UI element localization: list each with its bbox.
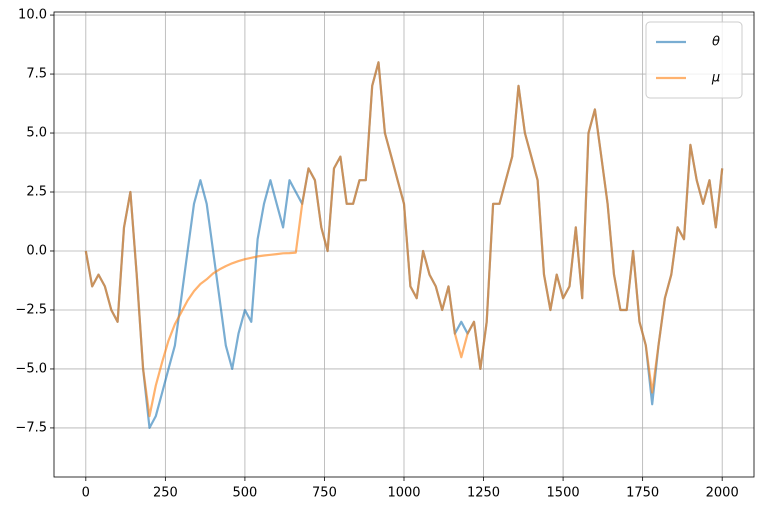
x-tick-label: 1500 [547, 486, 580, 501]
legend-label: μ [711, 71, 720, 86]
y-tick-label: 7.5 [26, 67, 47, 82]
y-tick-label: −5.0 [15, 361, 47, 376]
y-tick-label: 0.0 [26, 243, 47, 258]
y-tick-label: 5.0 [26, 126, 47, 141]
x-tick-label: 0 [82, 486, 90, 501]
legend-label: θ [712, 35, 720, 50]
y-tick-label: 10.0 [18, 8, 47, 23]
y-tick-label: −2.5 [15, 302, 47, 317]
x-tick-label: 500 [232, 486, 257, 501]
x-tick-label: 2000 [706, 486, 739, 501]
legend-box [645, 21, 743, 99]
y-tick-label: 2.5 [26, 185, 47, 200]
plot-frame [53, 11, 755, 478]
x-tick-label: 750 [312, 486, 337, 501]
x-tick-label: 250 [153, 486, 178, 501]
x-tick-label: 1250 [467, 486, 500, 501]
x-tick-label: 1750 [626, 486, 659, 501]
y-tick-label: −7.5 [15, 420, 47, 435]
x-tick-label: 1000 [387, 486, 420, 501]
series-line [84, 61, 724, 418]
